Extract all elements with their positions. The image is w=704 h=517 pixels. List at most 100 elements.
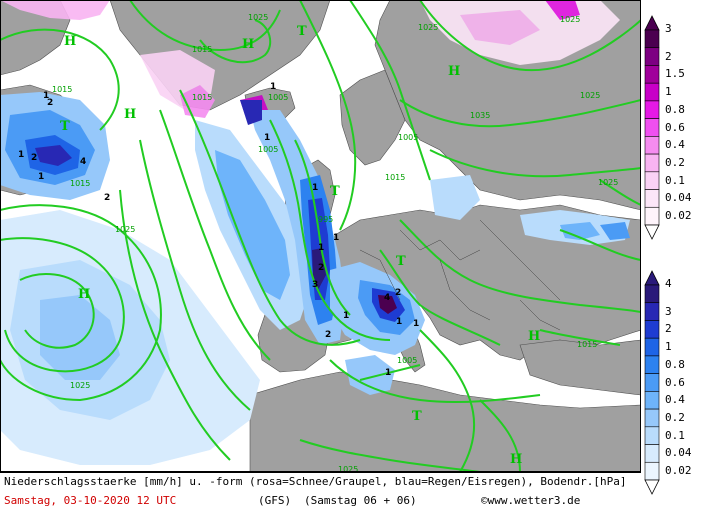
- isobar-label: 1005: [398, 133, 418, 142]
- isobar-label: 1005: [258, 145, 278, 154]
- rain-legend-swatch: [644, 320, 660, 339]
- isobar-label: 1015: [192, 45, 212, 54]
- precip-label: 1: [264, 133, 270, 143]
- pressure-center: H: [510, 452, 522, 467]
- precip-label: 1: [396, 317, 402, 327]
- snow-legend-label: 1.5: [665, 67, 685, 81]
- snow-legend-label: 0.04: [665, 191, 692, 205]
- snow-legend-swatch: [644, 189, 660, 208]
- pressure-center: T: [396, 254, 406, 269]
- isobar-label: 1025: [418, 23, 438, 32]
- rain-legend-label: 0.4: [665, 393, 685, 407]
- snow-legend-swatch: [644, 153, 660, 173]
- precip-label: 1: [312, 183, 318, 193]
- precip-label: 1: [318, 243, 324, 253]
- rain-legend-label: 0.1: [665, 428, 685, 442]
- rain-legend-label: 2: [665, 322, 672, 336]
- rain-legend-swatch: [644, 426, 660, 445]
- caption-model: (GFS): [258, 494, 292, 507]
- rain-legend-arrow-top: [644, 270, 660, 286]
- snow-legend-swatch: [644, 82, 660, 102]
- precip-label: 2: [31, 153, 37, 163]
- snow-legend-label: 0.1: [665, 173, 685, 187]
- snow-legend-label: 2: [665, 49, 672, 63]
- rain-areas: [0, 92, 630, 465]
- precip-label: 2: [104, 193, 110, 203]
- isobar-label: 1025: [580, 91, 600, 100]
- pressure-centers: H H H H H H H T T T T T: [60, 24, 540, 467]
- rain-legend-label: 0.6: [665, 375, 685, 389]
- caption-description: Niederschlagsstaerke [mm/h] u. -form (ro…: [4, 475, 627, 488]
- rain-legend-swatch: [644, 302, 660, 321]
- pressure-center: H: [528, 329, 540, 344]
- snow-legend-swatch: [644, 136, 660, 155]
- caption-bar: Niederschlagsstaerke [mm/h] u. -form (ro…: [0, 472, 641, 514]
- rain-legend-swatch: [644, 461, 660, 481]
- country-borders: [359, 219, 561, 331]
- snow-legend-swatch: [644, 47, 660, 66]
- caption-date: Samstag, 03-10-2020 12 UTC: [4, 494, 177, 507]
- precip-label: 2: [325, 330, 331, 340]
- snow-legend-swatch: [644, 171, 660, 190]
- isobar-label: 1015: [385, 173, 405, 182]
- precip-label: 2: [395, 288, 401, 298]
- pressure-center: H: [78, 287, 90, 302]
- rain-legend-label: 0.04: [665, 446, 692, 460]
- rain-legend-label: 0.02: [665, 464, 692, 478]
- map-frame: [0, 0, 641, 472]
- isobar-label: 1015: [192, 93, 212, 102]
- isobar-label: 1005: [268, 93, 288, 102]
- isobar-labels: 1025 1015 1015 1005 1025 1035 1025 1005 …: [52, 13, 618, 474]
- isobar-label: 1015: [52, 85, 72, 94]
- isobar-label: 1025: [598, 178, 618, 187]
- rain-legend-label: 3: [665, 304, 672, 318]
- snow-legend-swatch: [644, 206, 660, 226]
- precip-label: 4: [80, 157, 86, 167]
- rain-legend-label: 1: [665, 340, 672, 354]
- snow-legend-label: 0.6: [665, 120, 685, 134]
- rain-legend-arrow-bottom: [644, 479, 660, 495]
- snow-legend-swatch: [644, 100, 660, 119]
- precip-label: 1: [385, 368, 391, 378]
- rain-legend-label: 0.8: [665, 357, 685, 371]
- pressure-center: T: [412, 409, 422, 424]
- pressure-center: T: [60, 119, 70, 134]
- rain-legend-swatch: [644, 373, 660, 392]
- legend-panel: 3 2 1.5 1 0.8 0.6 0.4 0.2 0.1 0.04 0.02 4 3 2 1 0.8 0.6…: [641, 0, 704, 513]
- isobar-label: 1025: [338, 465, 358, 472]
- snow-legend-label: 1: [665, 85, 672, 99]
- pressure-center: H: [124, 107, 136, 122]
- pressure-center: T: [297, 24, 307, 39]
- isobar-label: 1015: [70, 179, 90, 188]
- precip-label: 4: [384, 293, 390, 303]
- isobar-label: 995: [318, 215, 333, 224]
- isobar-label: 1005: [397, 356, 417, 365]
- isobar-label: 1015: [577, 340, 597, 349]
- snow-legend-label: 0.4: [665, 138, 685, 152]
- precip-label: 1: [18, 150, 24, 160]
- precip-label: 1: [333, 233, 339, 243]
- precip-label: 1: [43, 91, 49, 101]
- isobar-label: 1025: [560, 15, 580, 24]
- snow-legend-arrow-bottom: [644, 224, 660, 240]
- legend-svg: [644, 15, 660, 495]
- precip-label: 1: [343, 311, 349, 321]
- snow-legend-swatch: [644, 65, 660, 84]
- precip-labels: 1 2 1 2 4 1 2 1 1 2 3 1 2 1 2 4 1 1 1 1 …: [18, 82, 419, 378]
- weather-map: H H H H H H H T T T T T 1025 1015 1015 1…: [0, 0, 642, 474]
- snow-legend-arrow-top: [644, 15, 660, 31]
- caption-run: (Samstag 06 + 06): [304, 494, 417, 507]
- rain-legend-swatch: [644, 408, 660, 428]
- caption-copyright: ©www.wetter3.de: [481, 494, 581, 507]
- rain-legend-swatch: [644, 337, 660, 357]
- snow-legend-label: 3: [665, 22, 672, 35]
- isobars: [0, 0, 642, 473]
- rain-legend-swatch: [644, 444, 660, 463]
- snow-legend-swatch: [644, 118, 660, 137]
- pressure-center: T: [330, 184, 340, 199]
- pressure-center: H: [448, 64, 460, 79]
- snow-legend-swatch: [644, 29, 660, 49]
- isobar-label: 1025: [115, 225, 135, 234]
- precip-label: 1: [38, 172, 44, 182]
- isobar-label: 1025: [70, 381, 90, 390]
